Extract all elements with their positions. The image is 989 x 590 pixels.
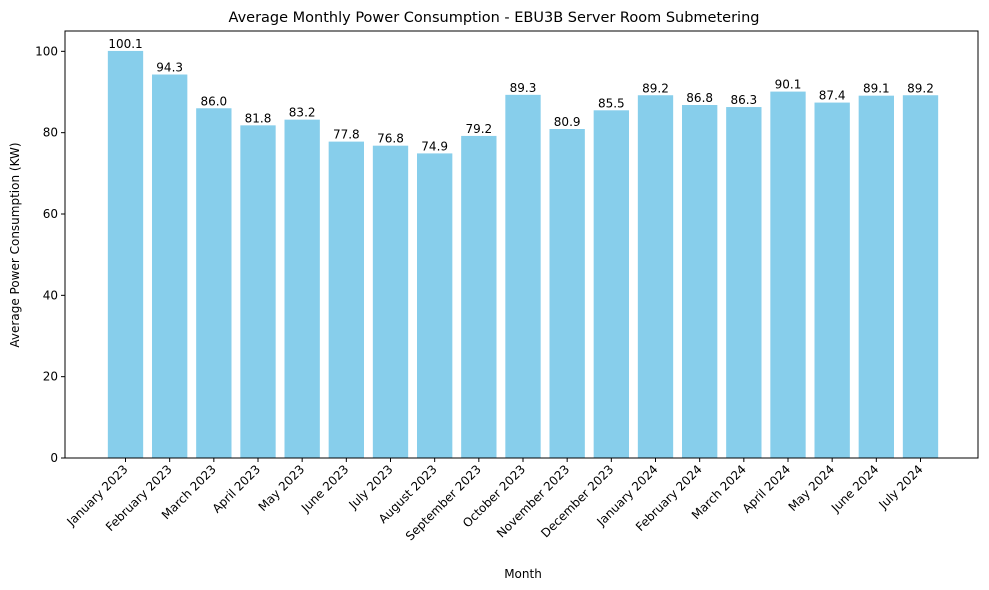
x-axis-label: Month bbox=[504, 567, 542, 581]
bar-value-label-10: 89.3 bbox=[510, 81, 537, 95]
bar-value-label-18: 89.1 bbox=[863, 82, 890, 96]
bar-value-label-5: 83.2 bbox=[289, 106, 316, 120]
bar-value-label-3: 86.0 bbox=[200, 94, 227, 108]
y-tick-label-1: 0 bbox=[50, 451, 58, 465]
bar-4 bbox=[240, 125, 276, 458]
bar-13 bbox=[637, 95, 674, 459]
bar-19 bbox=[902, 95, 939, 459]
bar-10 bbox=[505, 94, 541, 458]
bar-1 bbox=[107, 50, 144, 458]
bar-17 bbox=[814, 102, 850, 458]
bar-14 bbox=[682, 105, 718, 458]
plot-frame bbox=[64, 30, 979, 459]
x-tick-label-18: June 2024 bbox=[828, 462, 881, 515]
bar-value-label-16: 90.1 bbox=[775, 78, 802, 92]
bar-value-label-1: 100.1 bbox=[108, 37, 142, 51]
x-tick-label-9: September 2023 bbox=[403, 462, 484, 543]
bar-6 bbox=[328, 141, 364, 458]
bar-5 bbox=[284, 119, 320, 459]
x-tick-label-6: June 2023 bbox=[298, 462, 351, 515]
bar-value-label-7: 76.8 bbox=[377, 132, 404, 146]
x-tick-label-16: April 2024 bbox=[740, 462, 794, 516]
bar-18 bbox=[858, 95, 894, 458]
bar-value-label-4: 81.8 bbox=[245, 111, 272, 125]
bar-value-label-14: 86.8 bbox=[686, 91, 713, 105]
bar-16 bbox=[770, 91, 806, 459]
bar-value-label-13: 89.2 bbox=[642, 81, 669, 95]
bar-value-label-19: 89.2 bbox=[907, 81, 934, 95]
bar-7 bbox=[372, 145, 409, 458]
bar-value-label-15: 86.3 bbox=[730, 93, 757, 107]
bar-15 bbox=[726, 107, 762, 459]
y-tick-label-3: 40 bbox=[43, 288, 58, 302]
bar-3 bbox=[196, 108, 232, 459]
x-tick-label-19: July 2024 bbox=[875, 462, 925, 512]
bar-11 bbox=[549, 129, 585, 459]
bar-value-label-6: 77.8 bbox=[333, 128, 360, 142]
bars-group bbox=[107, 50, 939, 459]
bar-12 bbox=[593, 110, 629, 459]
y-tick-label-4: 60 bbox=[43, 207, 58, 221]
y-tick-label-5: 80 bbox=[43, 126, 58, 140]
bar-2 bbox=[152, 74, 188, 458]
bar-9 bbox=[461, 135, 497, 459]
bar-value-label-8: 74.9 bbox=[421, 139, 448, 153]
y-tick-label-6: 100 bbox=[35, 44, 58, 58]
bar-value-label-11: 80.9 bbox=[554, 115, 581, 129]
y-axis: 0 20 40 60 80 100 bbox=[35, 44, 65, 465]
x-tick-label-4: April 2023 bbox=[210, 462, 264, 516]
bar-labels-group: 100.1 94.3 86.0 81.8 83.2 77.8 76.8 74.9 79.2 89.… bbox=[108, 37, 934, 153]
bar-value-label-2: 94.3 bbox=[156, 61, 183, 75]
bar-value-label-12: 85.5 bbox=[598, 96, 625, 110]
y-axis-label: Average Power Consumption (KW) bbox=[8, 142, 22, 347]
bar-value-label-17: 87.4 bbox=[819, 89, 846, 103]
bar-value-label-9: 79.2 bbox=[465, 122, 492, 136]
chart-title: Average Monthly Power Consumption - EBU3… bbox=[229, 10, 760, 26]
bar-8 bbox=[417, 153, 453, 458]
y-tick-label-2: 20 bbox=[43, 370, 58, 384]
